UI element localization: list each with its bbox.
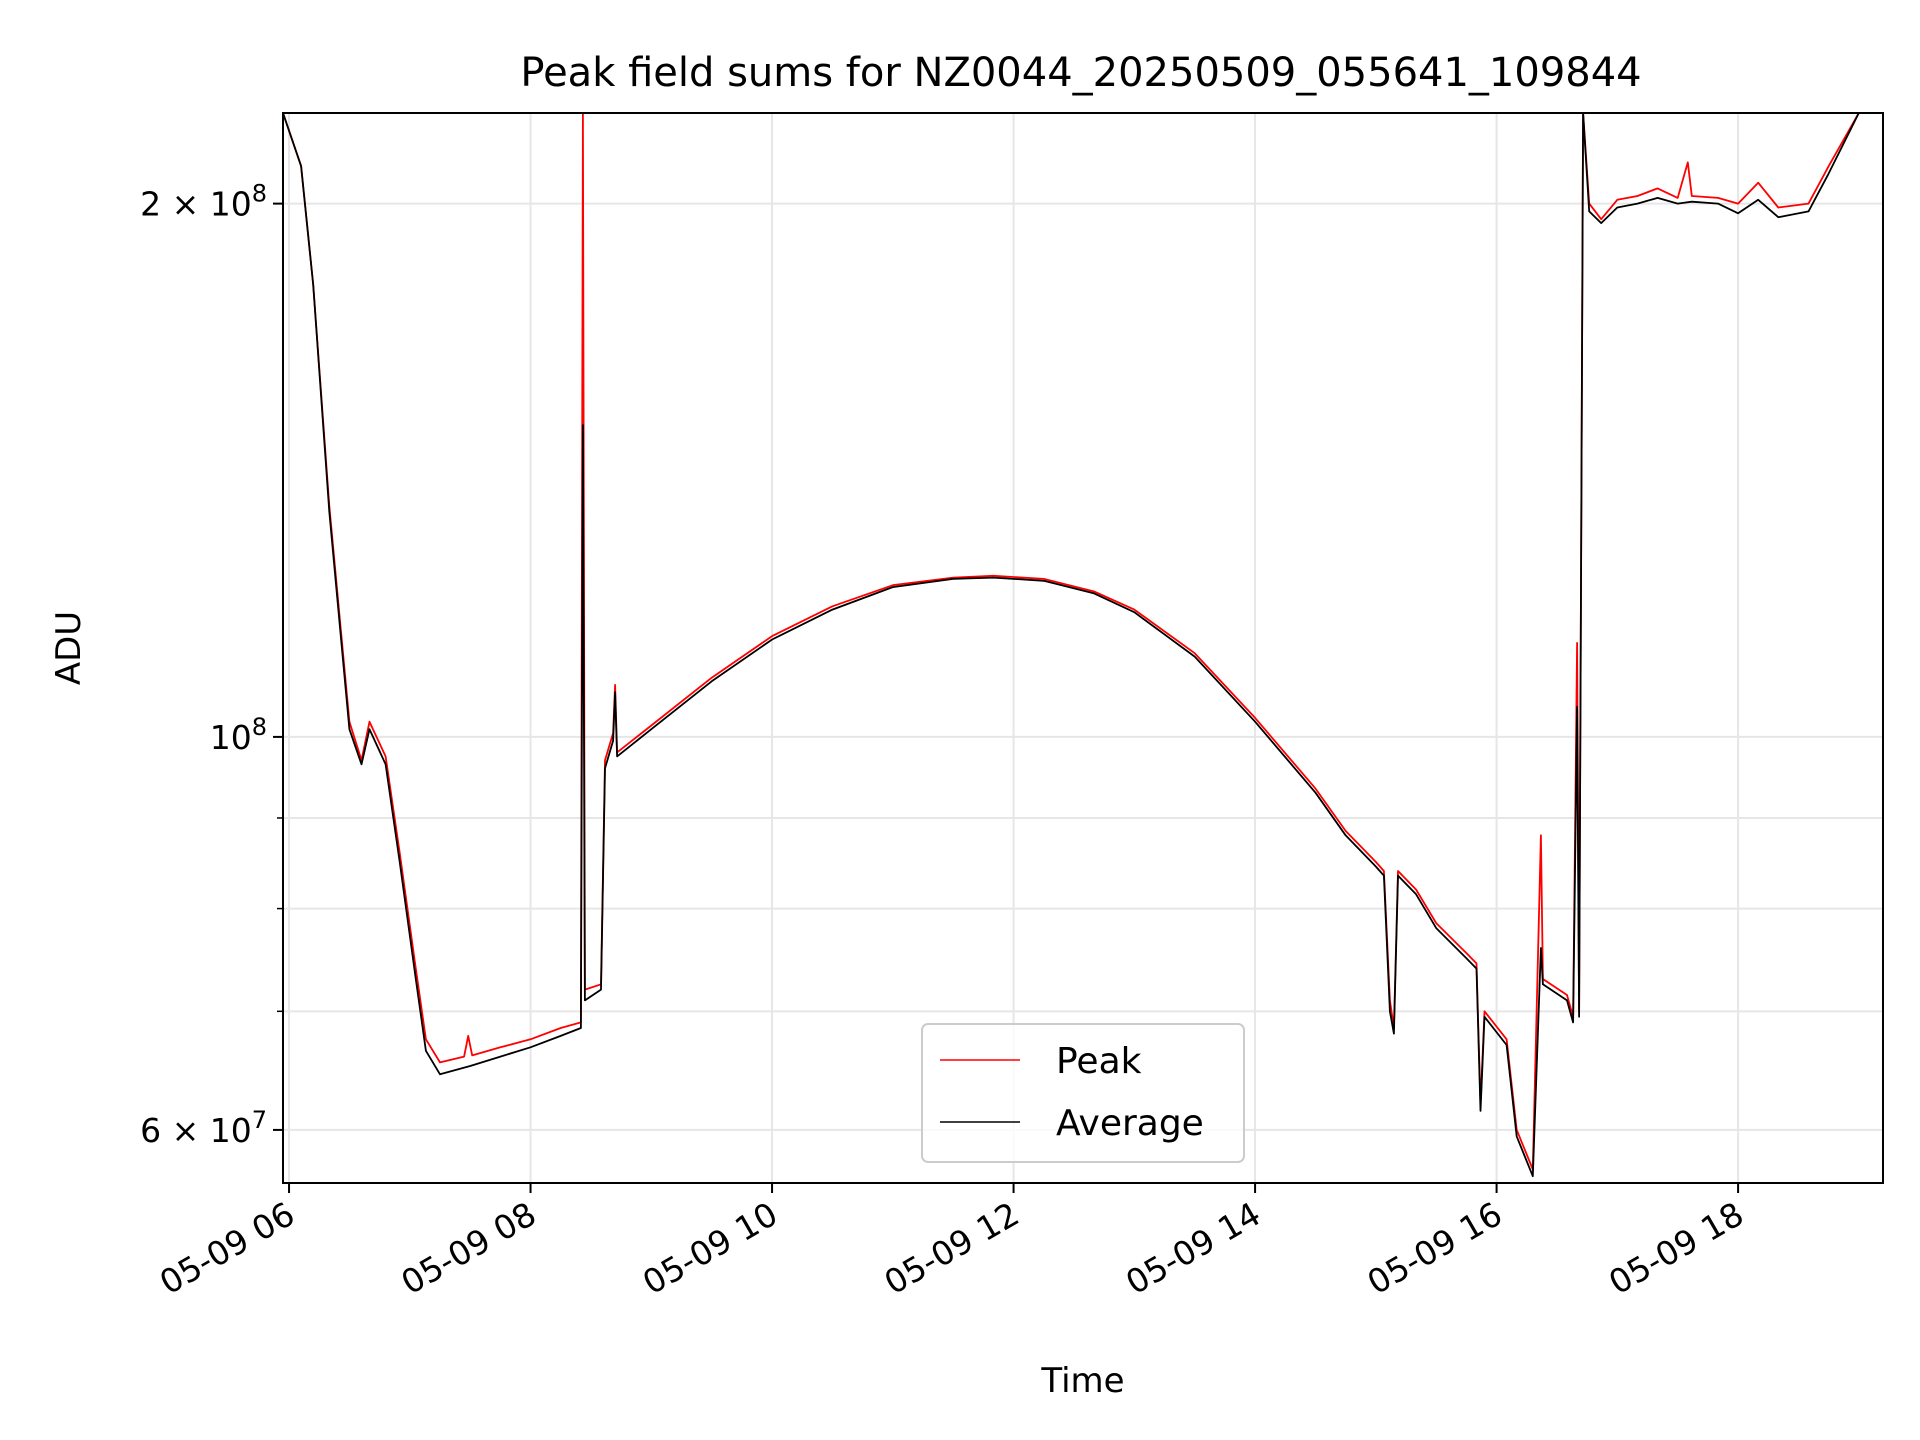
- chart-title: Peak field sums for NZ0044_20250509_0556…: [520, 50, 1641, 96]
- legend-label-peak: Peak: [1056, 1041, 1142, 1082]
- y-axis-label: ADU: [49, 611, 89, 685]
- plot-frame: [282, 112, 1884, 1184]
- legend-box: [921, 1023, 1245, 1163]
- y-tick-label: 108: [210, 713, 267, 757]
- y-tick-label: 2 × 108: [140, 180, 267, 224]
- legend: Peak Average: [921, 1023, 1245, 1163]
- series-line-peak: [283, 113, 1883, 1171]
- y-tick-label: 6 × 107: [140, 1106, 267, 1150]
- x-axis-label: Time: [1040, 1361, 1124, 1401]
- series-line-average: [283, 113, 1883, 1178]
- series-layer: [283, 113, 1883, 1178]
- grid: [283, 113, 1883, 1183]
- legend-label-average: Average: [1056, 1103, 1204, 1144]
